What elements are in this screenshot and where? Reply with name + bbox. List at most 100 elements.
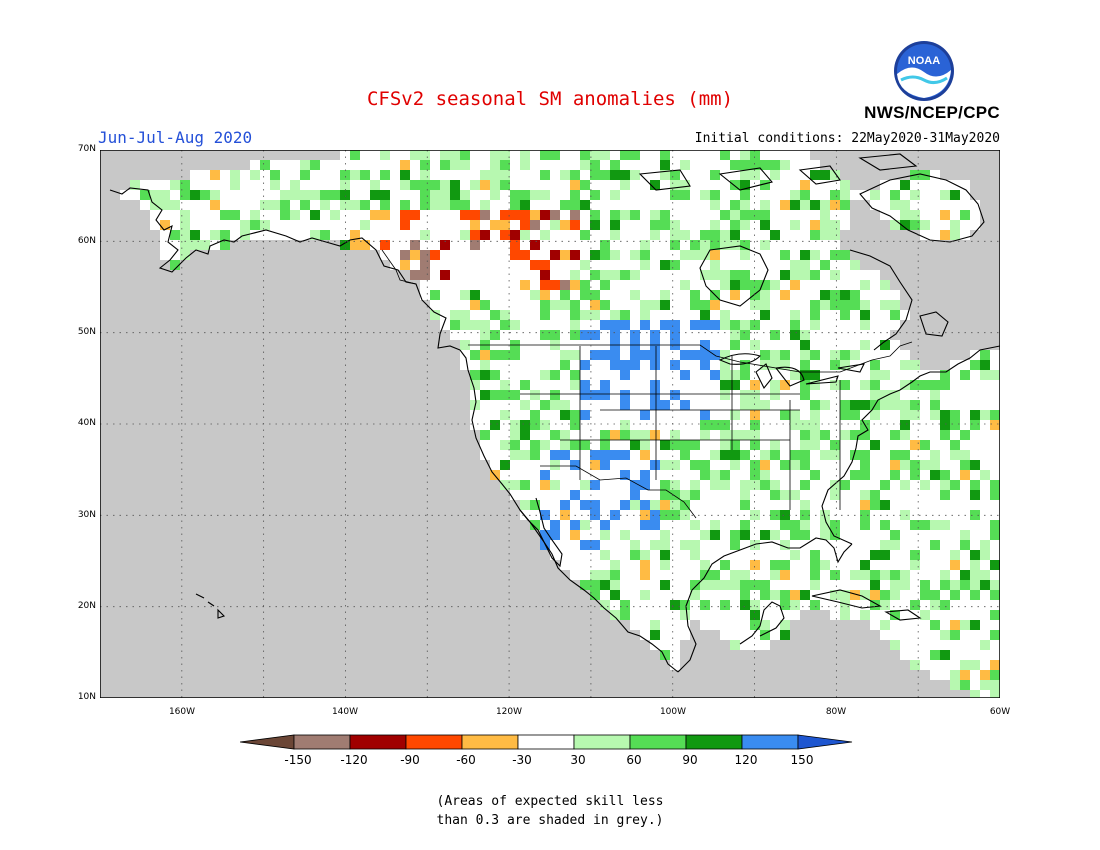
anomaly-cell	[450, 190, 460, 200]
anomaly-cell	[830, 430, 840, 440]
anomaly-cell	[600, 240, 610, 250]
anomaly-cell	[670, 420, 680, 430]
anomaly-cell	[630, 580, 640, 590]
anomaly-cell	[890, 520, 900, 530]
anomaly-cell	[940, 200, 950, 210]
anomaly-cell	[670, 240, 680, 250]
anomaly-cell	[190, 200, 200, 210]
anomaly-cell	[520, 290, 530, 300]
anomaly-cell	[490, 190, 500, 200]
anomaly-cell	[470, 240, 480, 250]
anomaly-cell	[650, 390, 660, 400]
anomaly-cell	[760, 180, 770, 190]
anomaly-cell	[720, 240, 730, 250]
anomaly-cell	[530, 190, 540, 200]
anomaly-cell	[650, 170, 660, 180]
anomaly-cell	[650, 440, 660, 450]
anomaly-cell	[670, 660, 680, 670]
anomaly-cell	[370, 160, 380, 170]
anomaly-cell	[870, 540, 880, 550]
anomaly-cell	[710, 250, 720, 260]
lon-label-140w: 140W	[331, 707, 359, 717]
lat-label-30n: 30N	[77, 510, 96, 520]
anomaly-cell	[220, 190, 230, 200]
anomaly-cell	[470, 210, 480, 220]
anomaly-cell	[640, 550, 650, 560]
anomaly-cell	[750, 630, 760, 640]
anomaly-cell	[650, 220, 660, 230]
anomaly-cell	[550, 500, 560, 510]
anomaly-cell	[550, 180, 560, 190]
anomaly-cell	[980, 450, 990, 460]
anomaly-cell	[500, 250, 510, 260]
anomaly-cell	[690, 450, 700, 460]
anomaly-cell	[940, 400, 950, 410]
anomaly-cell	[540, 470, 550, 480]
anomaly-cell	[700, 320, 710, 330]
anomaly-cell	[600, 470, 610, 480]
anomaly-cell	[530, 360, 540, 370]
anomaly-cell	[600, 450, 610, 460]
anomaly-cell	[320, 180, 330, 190]
anomaly-cell	[900, 360, 910, 370]
anomaly-cell	[520, 170, 530, 180]
anomaly-cell	[620, 590, 630, 600]
anomaly-cell	[960, 400, 970, 410]
anomaly-cell	[720, 150, 730, 160]
anomaly-cell	[660, 350, 670, 360]
anomaly-cell	[250, 230, 260, 240]
anomaly-cell	[620, 580, 630, 590]
anomaly-cell	[430, 300, 440, 310]
anomaly-cell	[650, 570, 660, 580]
anomaly-cell	[500, 180, 510, 190]
anomaly-cell	[620, 380, 630, 390]
anomaly-cell	[840, 600, 850, 610]
anomaly-cell	[610, 270, 620, 280]
anomaly-cell	[900, 460, 910, 470]
anomaly-cell	[230, 190, 240, 200]
anomaly-cell	[890, 450, 900, 460]
anomaly-cell	[570, 390, 580, 400]
anomaly-cell	[890, 540, 900, 550]
anomaly-cell	[630, 610, 640, 620]
anomaly-cell	[520, 270, 530, 280]
anomaly-cell	[710, 520, 720, 530]
anomaly-cell	[770, 270, 780, 280]
anomaly-cell	[920, 540, 930, 550]
anomaly-cell	[960, 190, 970, 200]
anomaly-cell	[800, 300, 810, 310]
anomaly-cell	[680, 460, 690, 470]
anomaly-cell	[690, 300, 700, 310]
anomaly-cell	[770, 390, 780, 400]
anomaly-cell	[280, 220, 290, 230]
anomaly-cell	[560, 530, 570, 540]
anomaly-cell	[950, 580, 960, 590]
anomaly-cell	[970, 520, 980, 530]
anomaly-cell	[490, 230, 500, 240]
anomaly-cell	[910, 650, 920, 660]
anomaly-cell	[620, 610, 630, 620]
anomaly-cell	[440, 240, 450, 250]
anomaly-cell	[710, 300, 720, 310]
anomaly-cell	[480, 330, 490, 340]
anomaly-cell	[230, 210, 240, 220]
anomaly-cell	[470, 380, 480, 390]
anomaly-cell	[940, 390, 950, 400]
anomaly-cell	[940, 630, 950, 640]
anomaly-cell	[740, 500, 750, 510]
anomaly-cell	[470, 420, 480, 430]
anomaly-cell	[910, 570, 920, 580]
anomaly-cell	[620, 530, 630, 540]
anomaly-cell	[620, 430, 630, 440]
anomaly-cell	[510, 370, 520, 380]
anomaly-cell	[700, 280, 710, 290]
anomaly-cell	[460, 280, 470, 290]
anomaly-cell	[830, 420, 840, 430]
anomaly-cell	[720, 220, 730, 230]
anomaly-cell	[710, 240, 720, 250]
anomaly-cell	[380, 150, 390, 160]
anomaly-cell	[550, 360, 560, 370]
anomaly-cell	[490, 150, 500, 160]
anomaly-cell	[970, 530, 980, 540]
anomaly-cell	[440, 150, 450, 160]
